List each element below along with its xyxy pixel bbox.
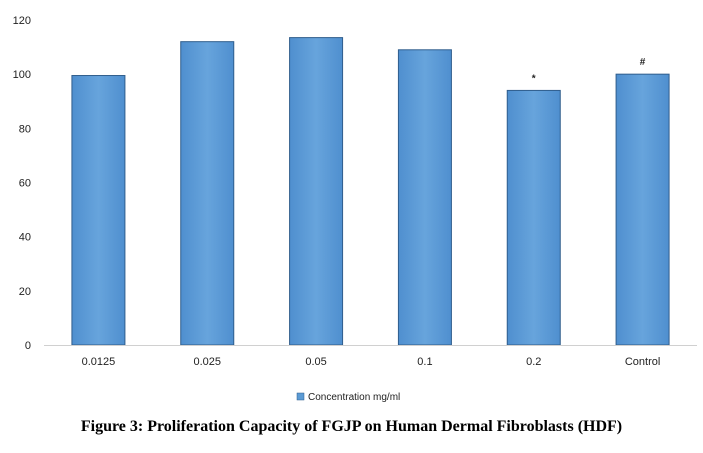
- y-tick-label: 100: [13, 69, 31, 81]
- legend: Concentration mg/ml: [296, 392, 400, 403]
- x-tick-label: 0.1: [417, 356, 432, 368]
- y-tick-label: 120: [13, 15, 31, 27]
- x-tick-label: 0.2: [526, 356, 541, 368]
- x-tick-label: 0.0125: [82, 356, 116, 368]
- legend-label: Concentration mg/ml: [308, 392, 400, 403]
- significance-marker: *: [532, 73, 536, 84]
- y-tick-label: 20: [19, 286, 31, 298]
- figure-caption: Figure 3: Proliferation Capacity of FGJP…: [80, 418, 623, 435]
- y-axis: 0 20 40 60 80 100 120: [13, 15, 31, 352]
- y-tick-label: 80: [19, 123, 31, 135]
- legend-swatch: [296, 392, 305, 401]
- bar: [71, 75, 126, 346]
- y-tick-label: 60: [19, 178, 31, 190]
- bar: [506, 89, 561, 346]
- bar: [397, 49, 452, 346]
- significance-marker: #: [640, 57, 646, 68]
- y-tick-label: 40: [19, 232, 31, 244]
- x-tick-label: 0.025: [193, 356, 221, 368]
- bar: [289, 37, 344, 346]
- x-tick-label: Control: [625, 356, 660, 368]
- x-axis: 0.0125 0.025 0.05 0.1 0.2 Control: [44, 345, 697, 368]
- x-tick-label: 0.05: [305, 356, 326, 368]
- bar: [615, 73, 670, 346]
- y-tick-label: 0: [25, 340, 31, 352]
- bars: *#: [71, 37, 670, 346]
- bar: [180, 41, 235, 346]
